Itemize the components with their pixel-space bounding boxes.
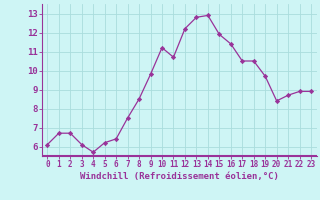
X-axis label: Windchill (Refroidissement éolien,°C): Windchill (Refroidissement éolien,°C) (80, 172, 279, 181)
